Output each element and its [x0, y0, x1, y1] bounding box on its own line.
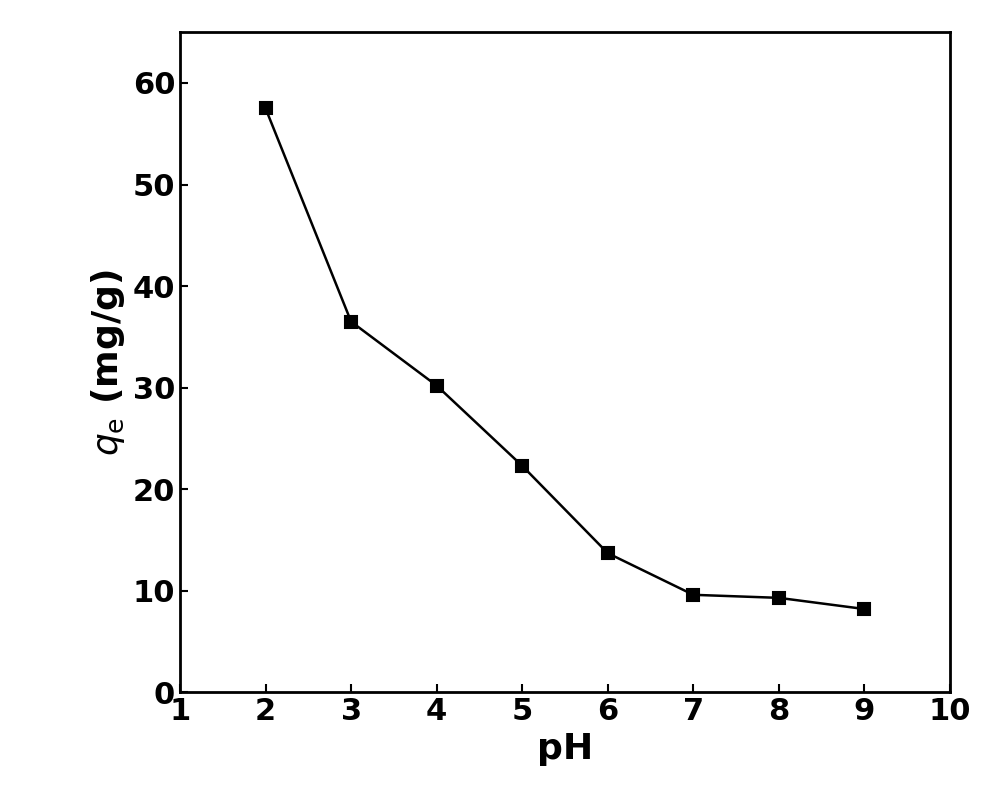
Y-axis label: $\mathit{q}_\mathrm{e}$ (mg/g): $\mathit{q}_\mathrm{e}$ (mg/g)	[89, 269, 127, 456]
X-axis label: pH: pH	[537, 732, 593, 766]
